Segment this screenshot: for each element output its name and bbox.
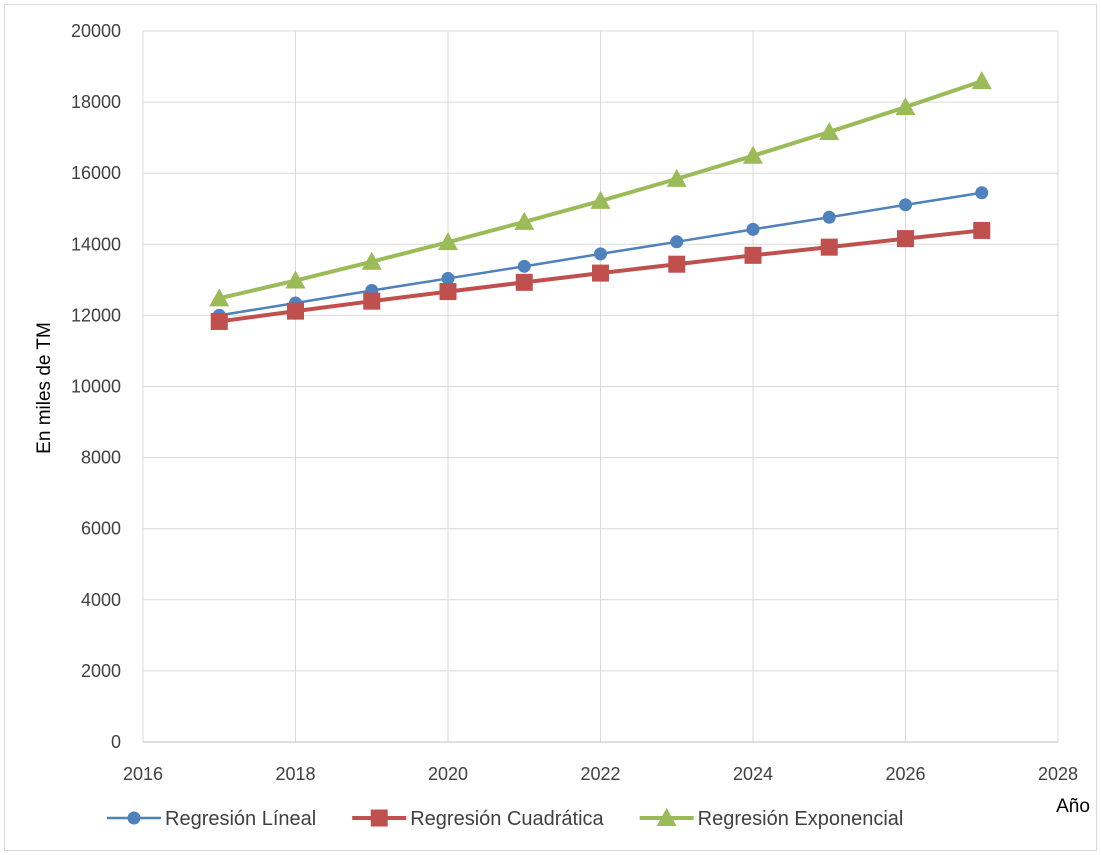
data-point-cuadratica [897,230,914,248]
y-tick-label: 18000 [71,92,121,112]
y-tick-label: 14000 [71,234,121,254]
data-point-exponencial [285,270,306,289]
y-tick-label: 10000 [71,377,121,397]
x-axis-title: Año [1056,796,1090,817]
legend-item-exponencial: Regresión Exponencial [639,808,904,830]
data-point-cuadratica [439,283,457,301]
data-point-exponencial [590,190,611,209]
y-tick-label: 12000 [71,305,121,325]
data-point-exponencial [819,121,840,140]
grid-lines [142,30,1059,743]
series-layer [209,71,992,330]
legend-swatch-marker [656,808,677,826]
legend-label: Regresión Líneal [165,808,316,830]
y-axis-title: En miles de TM [34,322,55,454]
x-tick-label: 2016 [123,764,163,784]
data-point-cuadratica [287,302,304,320]
chart-frame [4,4,1097,851]
x-axis-ticks: 2016 2018 2020 2022 2024 2026 2028 [123,764,1078,784]
data-point-lineal [822,210,836,224]
y-tick-label: 4000 [81,590,121,610]
data-point-cuadratica [668,255,686,273]
data-point-lineal [441,271,455,285]
x-tick-label: 2022 [580,764,620,784]
data-point-lineal [670,235,684,249]
data-point-cuadratica [363,292,381,310]
data-point-exponencial [743,145,763,164]
y-axis-ticks: 0 2000 4000 6000 8000 10000 12000 14000 16000 180… [71,21,121,752]
y-tick-label: 2000 [81,661,121,681]
legend-item-lineal: Regresión Líneal [107,808,316,830]
y-tick-label: 0 [111,732,121,752]
y-tick-label: 20000 [71,21,121,41]
data-point-lineal [517,259,531,273]
y-tick-label: 8000 [81,448,121,468]
data-point-cuadratica [820,238,838,256]
legend: Regresión Líneal Regresión Cuadrática Regr… [107,808,903,830]
legend-label: Regresión Exponencial [698,808,904,830]
data-point-lineal [975,186,989,200]
data-point-lineal [594,247,607,261]
data-point-cuadratica [210,312,228,330]
data-point-lineal [899,198,912,212]
data-point-exponencial [666,168,687,187]
legend-swatch-marker [127,811,141,825]
data-point-exponencial [895,97,916,116]
series-cuadratica [210,221,991,330]
data-point-exponencial [438,232,458,251]
x-tick-label: 2018 [275,764,315,784]
series-exponencial [209,71,992,307]
x-tick-label: 2026 [885,764,925,784]
y-tick-label: 6000 [81,519,121,539]
data-point-cuadratica [744,246,762,264]
legend-swatch-marker [370,809,388,827]
data-point-cuadratica [592,264,609,282]
data-point-exponencial [361,251,382,270]
x-tick-label: 2024 [733,764,773,784]
x-tick-label: 2020 [428,764,468,784]
data-point-exponencial [971,71,992,90]
data-point-lineal [746,222,760,236]
legend-item-cuadratica: Regresión Cuadrática [352,808,605,830]
data-point-exponencial [514,211,535,230]
data-point-cuadratica [973,221,991,239]
x-tick-label: 2028 [1038,764,1078,784]
legend-label: Regresión Cuadrática [410,808,604,830]
data-point-exponencial [209,288,230,307]
data-point-cuadratica [515,273,533,291]
y-tick-label: 16000 [71,163,121,183]
